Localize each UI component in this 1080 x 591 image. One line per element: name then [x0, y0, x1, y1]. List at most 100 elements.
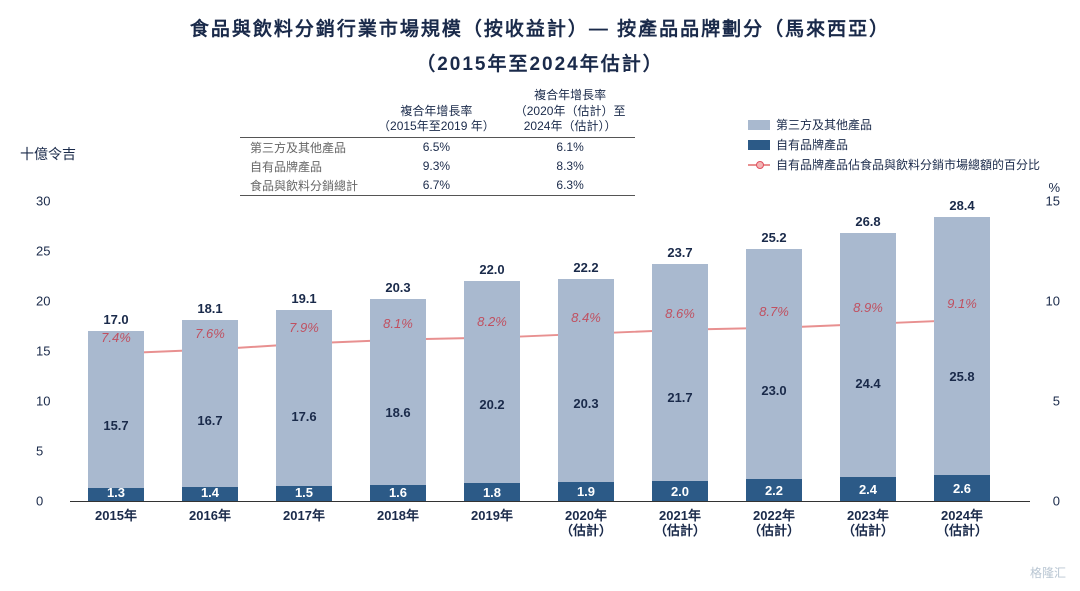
seg-b-value: 2.2 [746, 483, 802, 498]
legend-label-a: 第三方及其他產品 [776, 116, 872, 133]
seg-a-value: 21.7 [652, 390, 708, 405]
legend-swatch-a [748, 120, 770, 130]
x-category-label: 2020年（估計） [541, 508, 631, 539]
table-row-label: 食品與飲料分銷總計 [240, 176, 368, 196]
bar-group: 22.0 20.2 1.8 [456, 201, 528, 501]
y-tick: 5 [36, 443, 43, 458]
table-row-label: 自有品牌產品 [240, 157, 368, 176]
seg-b-value: 1.9 [558, 484, 614, 499]
table-cell: 6.1% [505, 137, 636, 157]
y-tick: 20 [36, 293, 50, 308]
legend-swatch-b [748, 140, 770, 150]
bar-total-label: 19.1 [268, 291, 340, 306]
seg-a-value: 20.2 [464, 397, 520, 412]
bar-group: 23.7 21.7 2.0 [644, 201, 716, 501]
seg-b-value: 2.6 [934, 481, 990, 496]
bar-total-label: 23.7 [644, 245, 716, 260]
bar-seg-third-party [746, 249, 802, 479]
x-category-label: 2015年 [71, 508, 161, 524]
y-axis-unit-label: 十億令吉 [20, 86, 100, 164]
seg-a-value: 15.7 [88, 418, 144, 433]
line-point-label: 7.4% [101, 330, 131, 345]
bar-seg-third-party [934, 217, 990, 475]
seg-a-value: 25.8 [934, 369, 990, 384]
bar-total-label: 17.0 [80, 312, 152, 327]
y-tick: 25 [36, 243, 50, 258]
line-point-label: 8.9% [853, 300, 883, 315]
seg-a-value: 20.3 [558, 396, 614, 411]
seg-b-value: 1.4 [182, 485, 238, 500]
x-category-label: 2017年 [259, 508, 349, 524]
y-tick: 0 [36, 493, 43, 508]
bar-total-label: 22.0 [456, 262, 528, 277]
seg-a-value: 23.0 [746, 383, 802, 398]
bar-total-label: 26.8 [832, 214, 904, 229]
x-category-label: 2024年（估計） [917, 508, 1007, 539]
bar-total-label: 20.3 [362, 280, 434, 295]
growth-rate-table: 複合年增長率（2015年至2019 年） 複合年增長率（2020年（估計）至20… [240, 86, 635, 196]
bar-seg-third-party [182, 320, 238, 487]
legend-label-b: 自有品牌產品 [776, 136, 848, 153]
legend-label-line: 自有品牌產品佔食品與飲料分銷市場總額的百分比 [776, 156, 1040, 173]
line-point-label: 8.1% [383, 316, 413, 331]
seg-a-value: 18.6 [370, 405, 426, 420]
chart-title-line1: 食品與飲料分銷行業市場規模（按收益計）— 按產品品牌劃分（馬來西亞） [0, 14, 1080, 41]
line-point-label: 9.1% [947, 296, 977, 311]
seg-a-value: 24.4 [840, 376, 896, 391]
chart-title-line2: （2015年至2024年估計） [0, 49, 1080, 76]
chart-area: % 051015202530051015 17.0 15.7 1.3 2015年… [70, 202, 1030, 532]
x-category-label: 2016年 [165, 508, 255, 524]
y-tick: 10 [36, 393, 50, 408]
bar-group: 19.1 17.6 1.5 [268, 201, 340, 501]
table-row-label: 第三方及其他產品 [240, 137, 368, 157]
bar-group: 22.2 20.3 1.9 [550, 201, 622, 501]
bar-seg-third-party [88, 331, 144, 488]
seg-b-value: 2.4 [840, 482, 896, 497]
table-cell: 6.3% [505, 176, 636, 196]
table-cell: 6.5% [368, 137, 505, 157]
x-category-label: 2023年（估計） [823, 508, 913, 539]
bar-group: 26.8 24.4 2.4 [832, 201, 904, 501]
line-point-label: 7.9% [289, 320, 319, 335]
bar-group: 18.1 16.7 1.4 [174, 201, 246, 501]
bar-group: 25.2 23.0 2.2 [738, 201, 810, 501]
line-point-label: 7.6% [195, 326, 225, 341]
chart-legend: 第三方及其他產品 自有品牌產品 自有品牌產品佔食品與飲料分銷市場總額的百分比 [748, 86, 1040, 176]
y2-tick: 15 [1046, 193, 1060, 208]
bar-seg-third-party [840, 233, 896, 477]
watermark: 格隆汇 [1030, 564, 1066, 581]
bar-total-label: 25.2 [738, 230, 810, 245]
x-category-label: 2019年 [447, 508, 537, 524]
bar-group: 28.4 25.8 2.6 [926, 201, 998, 501]
seg-a-value: 16.7 [182, 413, 238, 428]
table-cell: 9.3% [368, 157, 505, 176]
growth-col2-header: 複合年增長率（2020年（估計）至2024年（估計）） [505, 86, 636, 137]
y2-tick: 0 [1053, 493, 1060, 508]
y-tick: 15 [36, 343, 50, 358]
bar-group: 20.3 18.6 1.6 [362, 201, 434, 501]
growth-col1-header: 複合年增長率（2015年至2019 年） [368, 86, 505, 137]
line-point-label: 8.7% [759, 304, 789, 319]
bar-seg-third-party [652, 264, 708, 481]
seg-a-value: 17.6 [276, 409, 332, 424]
y-tick: 30 [36, 193, 50, 208]
y2-tick: 10 [1046, 293, 1060, 308]
x-category-label: 2018年 [353, 508, 443, 524]
bar-total-label: 18.1 [174, 301, 246, 316]
seg-b-value: 2.0 [652, 484, 708, 499]
bar-seg-third-party [276, 310, 332, 486]
table-cell: 8.3% [505, 157, 636, 176]
line-point-label: 8.4% [571, 310, 601, 325]
seg-b-value: 1.8 [464, 485, 520, 500]
seg-b-value: 1.5 [276, 485, 332, 500]
bar-seg-third-party [464, 281, 520, 483]
table-cell: 6.7% [368, 176, 505, 196]
mid-section: 十億令吉 複合年增長率（2015年至2019 年） 複合年增長率（2020年（估… [0, 86, 1080, 196]
seg-b-value: 1.3 [88, 485, 144, 500]
plot-region: 051015202530051015 17.0 15.7 1.3 2015年 1… [70, 202, 1030, 502]
line-point-label: 8.6% [665, 306, 695, 321]
legend-swatch-line [748, 164, 770, 166]
bar-total-label: 22.2 [550, 260, 622, 275]
line-point-label: 8.2% [477, 314, 507, 329]
y2-tick: 5 [1053, 393, 1060, 408]
